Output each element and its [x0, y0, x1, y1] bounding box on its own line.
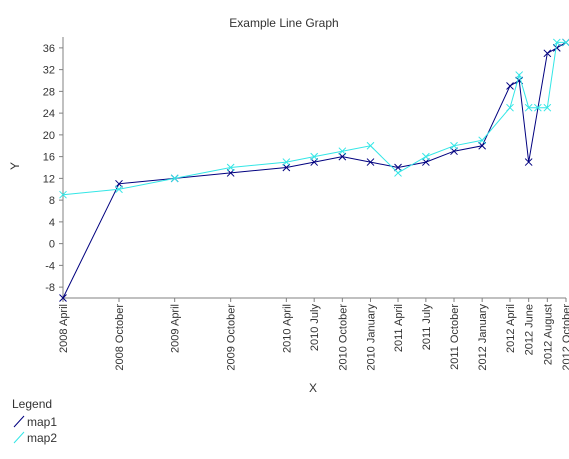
legend-swatch [14, 432, 24, 443]
series-map1 [60, 39, 569, 302]
chart-title: Example Line Graph [229, 16, 338, 30]
x-tick-label: 2011 July [421, 304, 433, 351]
x-tick-label: 2011 April [393, 304, 405, 352]
x-tick-label: 2012 April [505, 304, 517, 353]
x-axis-label: X [309, 381, 317, 395]
legend: Legend map1 map2 [12, 397, 57, 445]
legend-label: map2 [27, 431, 57, 445]
y-tick-label: 0 [49, 239, 55, 251]
y-tick-label: -4 [45, 260, 55, 272]
x-tick-label: 2012 October [561, 304, 569, 371]
y-tick-label: 12 [43, 173, 55, 185]
legend-swatch [14, 416, 24, 427]
x-tick-label: 2009 October [226, 304, 238, 371]
data-point-marker [422, 153, 429, 160]
axes: -8 -4 0 4 8 12 16 20 24 28 32 36 2008 April 2008 Octo… [43, 37, 569, 371]
x-tick-label: 2012 August [542, 304, 554, 365]
legend-items: map1 map2 [14, 415, 57, 445]
data-point-marker [395, 169, 402, 176]
x-tick-label: 2008 October [114, 304, 126, 371]
legend-label: map1 [27, 415, 57, 429]
series-lines [60, 39, 569, 302]
x-tick-label: 2010 January [365, 304, 377, 371]
series-map2 [60, 39, 569, 198]
x-tick-label: 2011 October [449, 304, 461, 370]
y-tick-label: 8 [49, 195, 55, 207]
series-line-map1 [63, 42, 566, 298]
y-tick-label: 4 [49, 217, 55, 229]
data-point-marker [367, 142, 374, 149]
data-point-marker [516, 72, 523, 79]
series-line-map2 [63, 42, 566, 194]
data-point-marker [507, 104, 514, 111]
y-tick-label: 16 [43, 152, 55, 164]
y-tick-label: -8 [45, 282, 55, 294]
x-tick-label: 2008 April [58, 304, 70, 353]
x-tick-label: 2010 July [309, 304, 321, 352]
x-tick-label: 2012 June [524, 304, 536, 355]
data-point-marker [507, 82, 514, 89]
x-tick-label: 2009 April [170, 304, 182, 353]
x-tick-label: 2012 January [477, 304, 489, 371]
legend-title: Legend [12, 397, 52, 411]
y-tick-label: 32 [43, 65, 55, 77]
y-axis-label: Y [8, 162, 22, 170]
y-tick-label: 28 [43, 86, 55, 98]
y-tick-label: 36 [43, 43, 55, 55]
x-tick-label: 2010 April [281, 304, 293, 353]
x-tick-label: 2010 October [337, 304, 349, 371]
y-tick-label: 24 [43, 108, 55, 120]
y-tick-label: 20 [43, 130, 55, 142]
